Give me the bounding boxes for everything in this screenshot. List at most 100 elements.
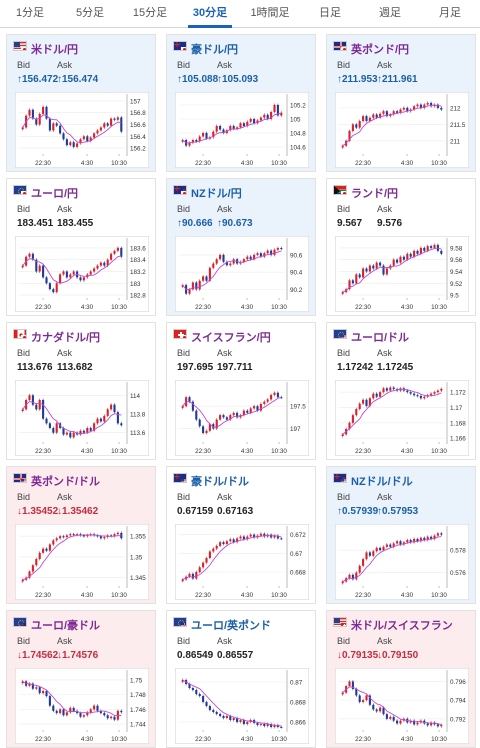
- price-chart[interactable]: 105.2 105 104.8 104.6 22:30 4:30 10:30: [175, 92, 309, 168]
- candle: [266, 724, 269, 726]
- price-chart[interactable]: 197.5 197 22:30 4:30 10:30: [175, 380, 309, 456]
- candle: [375, 262, 378, 269]
- x-tick-label: 10:30: [271, 304, 287, 311]
- rate-card[interactable]: ユーロ/豪ドル Bid Ask ↓1.74562 ↓1.74576 1.75 1.748 1.…: [6, 610, 156, 748]
- candle: [365, 268, 368, 272]
- price-chart[interactable]: 1.75 1.748 1.746 1.744 22:30 4:30 10:30: [15, 668, 149, 744]
- candle: [423, 396, 426, 399]
- candle: [273, 535, 276, 538]
- candle: [116, 247, 119, 251]
- candle: [385, 388, 388, 391]
- pair-title[interactable]: 米ドル/円: [13, 41, 78, 57]
- rate-card[interactable]: 英ポンド/円 Bid Ask ↑211.953 ↑211.961 212 211.5 211 2…: [326, 34, 476, 172]
- price-chart[interactable]: 0.578 0.576 22:30 4:30 10:30: [335, 524, 469, 600]
- candlestick-chart: 1.172 1.17 1.168 1.166 22:30 4:30 10:30: [335, 380, 469, 456]
- y-tick-label: 0.794: [450, 698, 466, 705]
- price-chart[interactable]: 157 156.8 156.6 156.4 156.2 22:30 4:30 10:30: [15, 92, 149, 168]
- tab-4[interactable]: 1時間足: [250, 7, 290, 19]
- pair-title[interactable]: 英ポンド/ドル: [13, 473, 100, 489]
- candle: [38, 552, 41, 560]
- rate-card[interactable]: ユーロ/ドル Bid Ask 1.17242 1.17245 1.172 1.17 1.168…: [326, 322, 476, 460]
- candle: [242, 720, 245, 724]
- pair-title[interactable]: ユーロ/英ポンド: [173, 617, 271, 633]
- price-chart[interactable]: 0.672 0.67 0.668 22:30 4:30 10:30: [175, 524, 309, 600]
- pair-title[interactable]: ユーロ/豪ドル: [13, 617, 100, 633]
- rate-card[interactable]: 米ドル/スイスフラン Bid Ask ↓0.79135 ↓0.79150 0.796 0.7…: [326, 610, 476, 748]
- rate-card[interactable]: ランド/円 Bid Ask 9.567 9.576 9.58 9.56 9.54 9.52 9.5…: [326, 178, 476, 316]
- candle: [86, 428, 89, 433]
- bid-value: 113.676: [17, 362, 53, 373]
- moving-average-line: [342, 686, 442, 725]
- candle: [21, 579, 24, 582]
- candlestick-chart: 0.578 0.576 22:30 4:30 10:30: [335, 524, 469, 600]
- tab-1[interactable]: 5分足: [75, 7, 105, 19]
- candle: [396, 111, 399, 113]
- x-tick-label: 4:30: [401, 160, 414, 167]
- x-tick-label: 22:30: [195, 592, 211, 599]
- tab-7[interactable]: 月足: [439, 7, 461, 19]
- candle: [280, 248, 283, 250]
- price-chart[interactable]: 1.355 1.35 1.345 22:30 4:30 10:30: [15, 524, 149, 600]
- tab-6[interactable]: 週足: [379, 7, 401, 19]
- candle: [96, 130, 99, 134]
- candle: [96, 705, 99, 711]
- pair-title[interactable]: ランド/円: [333, 185, 398, 201]
- ask-label: Ask: [377, 348, 393, 358]
- rate-card[interactable]: ユーロ/英ポンド Bid Ask 0.86549 0.86557 0.87 0.868 0.8…: [166, 610, 316, 748]
- rate-card[interactable]: 英ポンド/ドル Bid Ask ↓1.35452 ↓1.35462 1.355 1.35 1.…: [6, 466, 156, 604]
- pair-title[interactable]: 米ドル/スイスフラン: [333, 617, 453, 633]
- candle: [229, 716, 232, 720]
- pair-title[interactable]: NZドル/円: [173, 185, 242, 201]
- y-tick-label: 156.8: [130, 110, 146, 117]
- price-chart[interactable]: 114 113.8 113.6 22:30 4:30 10:30: [15, 380, 149, 456]
- candle: [72, 271, 75, 275]
- x-tick-label: 22:30: [355, 736, 371, 743]
- pair-title[interactable]: NZドル/ドル: [333, 473, 413, 489]
- price-chart[interactable]: 1.172 1.17 1.168 1.166 22:30 4:30 10:30: [335, 380, 469, 456]
- price-chart[interactable]: 90.6 90.4 90.2 22:30 4:30 10:30: [175, 236, 309, 312]
- rate-card[interactable]: NZドル/ドル Bid Ask ↑0.57939 ↑0.57953 0.578 0.576 2…: [326, 466, 476, 604]
- candle: [116, 412, 119, 424]
- price-chart[interactable]: 9.58 9.56 9.54 9.52 9.5 22:30 4:30 10:30: [335, 236, 469, 312]
- price-chart[interactable]: 183.6 183.4 183.2 183 182.8 22:30 4:30 10:30: [15, 236, 149, 312]
- pair-title[interactable]: 豪ドル/ドル: [173, 473, 249, 489]
- pair-name: NZドル/ドル: [351, 476, 413, 488]
- y-tick-label: 0.576: [450, 570, 466, 577]
- ask-label: Ask: [217, 492, 233, 502]
- rate-card[interactable]: 豪ドル/ドル Bid Ask 0.67159 0.67163 0.672 0.67 0.668…: [166, 466, 316, 604]
- rate-card[interactable]: スイスフラン/円 Bid Ask 197.695 197.711 197.5 197 22:3…: [166, 322, 316, 460]
- moving-average-line: [22, 114, 122, 144]
- candle: [362, 559, 365, 566]
- candle: [375, 709, 378, 712]
- tab-3[interactable]: 30分足: [180, 0, 240, 28]
- pair-name: 米ドル/スイスフラン: [351, 620, 453, 632]
- rate-card[interactable]: ユーロ/円 Bid Ask 183.451 183.455 183.6 183.4 183.2…: [6, 178, 156, 316]
- rate-card[interactable]: NZドル/円 Bid Ask ↑90.666 ↑90.673 90.6 90.4 90.2 22…: [166, 178, 316, 316]
- moving-average-line: [182, 534, 282, 580]
- candle: [198, 567, 201, 572]
- candlestick-chart: 197.5 197 22:30 4:30 10:30: [175, 380, 309, 456]
- pair-title[interactable]: カナダドル/円: [13, 329, 100, 345]
- rate-card[interactable]: カナダドル/円 Bid Ask 113.676 113.682 114 113.8 113.6…: [6, 322, 156, 460]
- candle: [419, 537, 422, 542]
- candle: [232, 718, 235, 720]
- pair-title[interactable]: 豪ドル/円: [173, 41, 239, 57]
- price-chart[interactable]: 0.87 0.868 0.866 22:30 4:30 10:30: [175, 668, 309, 744]
- price-chart[interactable]: 212 211.5 211 22:30 4:30 10:30: [335, 92, 469, 168]
- pair-title[interactable]: スイスフラン/円: [173, 329, 271, 345]
- currency-flag-icon: [333, 185, 347, 195]
- pair-name: 豪ドル/円: [191, 44, 239, 56]
- candle: [42, 106, 45, 114]
- pair-title[interactable]: ユーロ/ドル: [333, 329, 409, 345]
- tab-0[interactable]: 1分足: [15, 7, 45, 19]
- candle: [55, 710, 58, 714]
- price-chart[interactable]: 0.796 0.794 0.792 22:30 4:30 10:30: [335, 668, 469, 744]
- pair-title[interactable]: 英ポンド/円: [333, 41, 409, 57]
- pair-title[interactable]: ユーロ/円: [13, 185, 78, 201]
- y-tick-label: 183.4: [130, 257, 146, 264]
- candle: [191, 140, 194, 143]
- rate-card[interactable]: 米ドル/円 Bid Ask ↑156.472 ↑156.474 157 156.8 156.6…: [6, 34, 156, 172]
- rate-card[interactable]: 豪ドル/円 Bid Ask ↑105.088 ↑105.093 105.2 105 104.8…: [166, 34, 316, 172]
- tab-2[interactable]: 15分足: [132, 7, 168, 19]
- tab-5[interactable]: 日足: [319, 7, 341, 19]
